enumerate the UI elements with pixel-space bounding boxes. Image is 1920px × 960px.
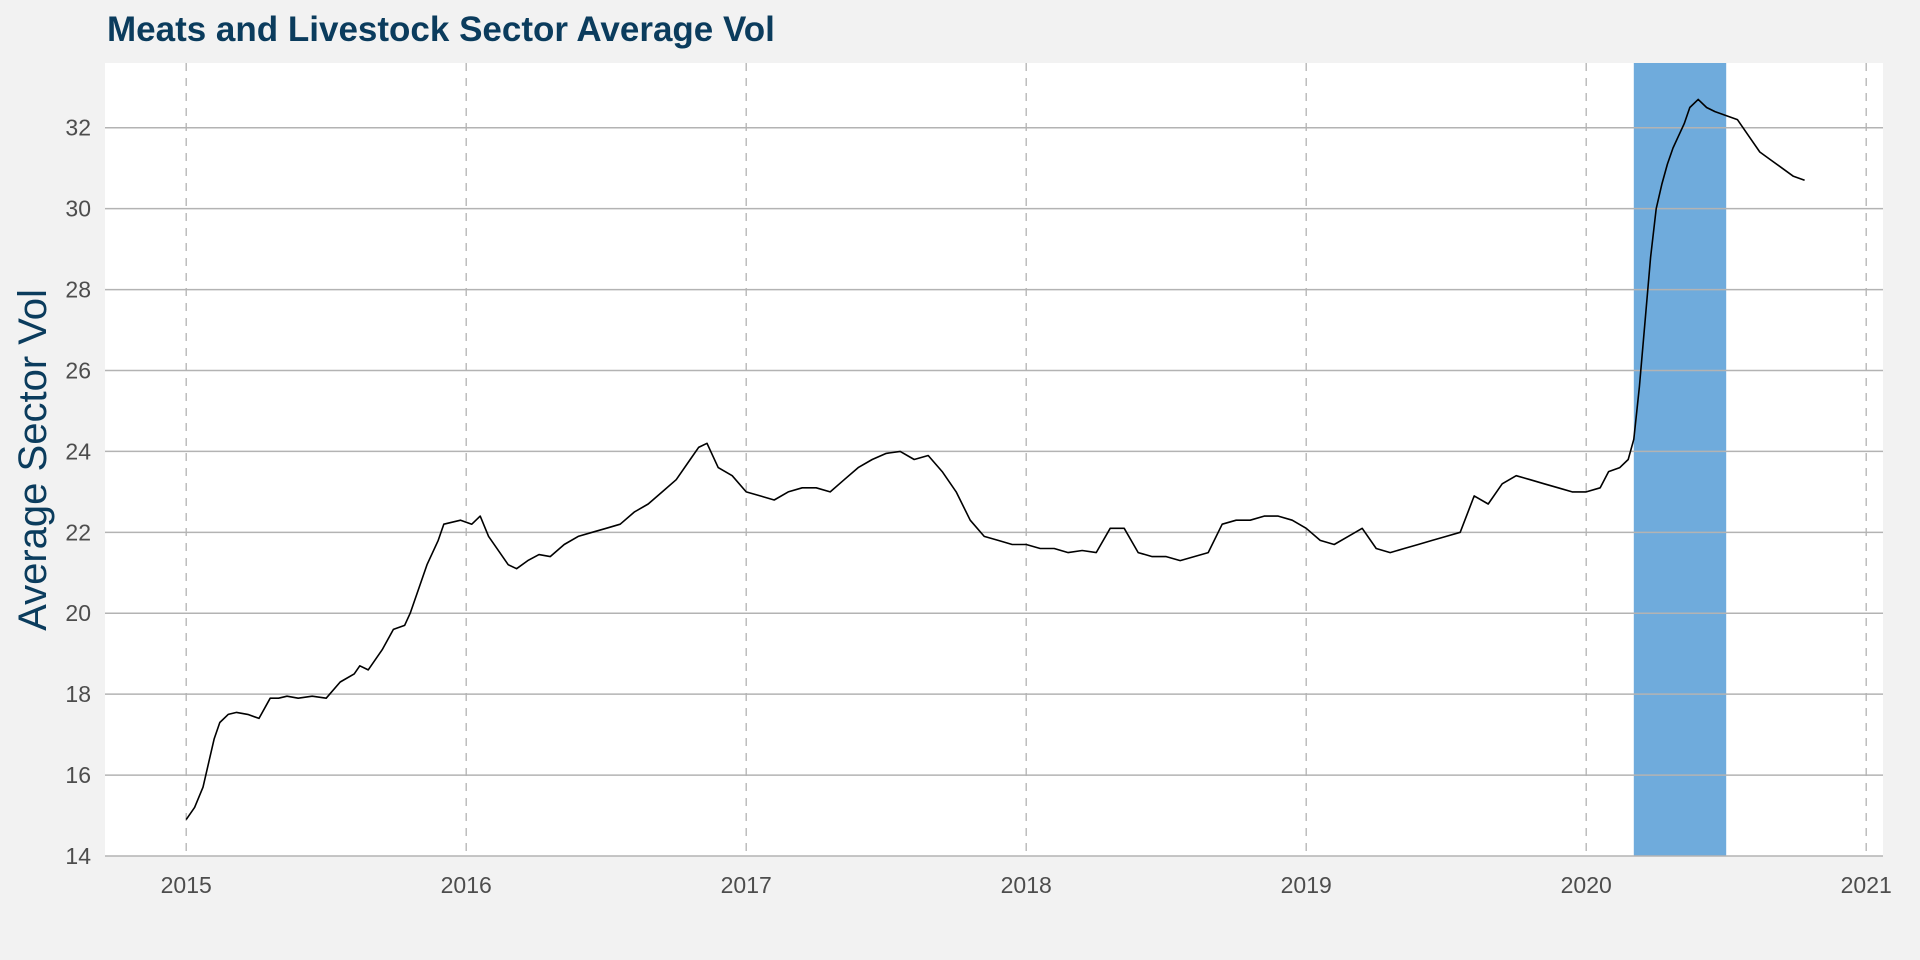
x-tick-label: 2021 (1841, 872, 1892, 898)
y-tick-label: 30 (65, 196, 91, 222)
shaded-region (1633, 63, 1727, 856)
y-tick-label: 24 (65, 438, 91, 464)
plot-area (105, 63, 1883, 856)
y-tick-label: 16 (65, 762, 91, 788)
x-tick-label: 2016 (441, 872, 492, 898)
y-tick-label: 32 (65, 115, 91, 141)
series-line (185, 98, 1805, 821)
x-tick-labels: 2015 2016 2017 2018 2019 2020 2021 (161, 872, 1892, 898)
vertical-gridlines (185, 63, 1867, 856)
x-tick-label: 2015 (161, 872, 212, 898)
chart-title: Meats and Livestock Sector Average Vol (107, 10, 775, 49)
x-tick-label: 2018 (1001, 872, 1052, 898)
y-tick-label: 26 (65, 357, 91, 383)
y-tick-labels: 14 16 18 20 22 24 26 28 30 32 (65, 115, 91, 869)
y-tick-label: 28 (65, 277, 91, 303)
y-tick-label: 22 (65, 519, 91, 545)
y-tick-label: 18 (65, 681, 91, 707)
y-tick-label: 20 (65, 600, 91, 626)
x-tick-label: 2017 (721, 872, 772, 898)
y-axis-label: Average Sector Vol (11, 289, 55, 631)
y-tick-label: 14 (65, 843, 91, 869)
x-tick-label: 2020 (1561, 872, 1612, 898)
horizontal-gridlines (105, 126, 1883, 776)
x-tick-label: 2019 (1281, 872, 1332, 898)
